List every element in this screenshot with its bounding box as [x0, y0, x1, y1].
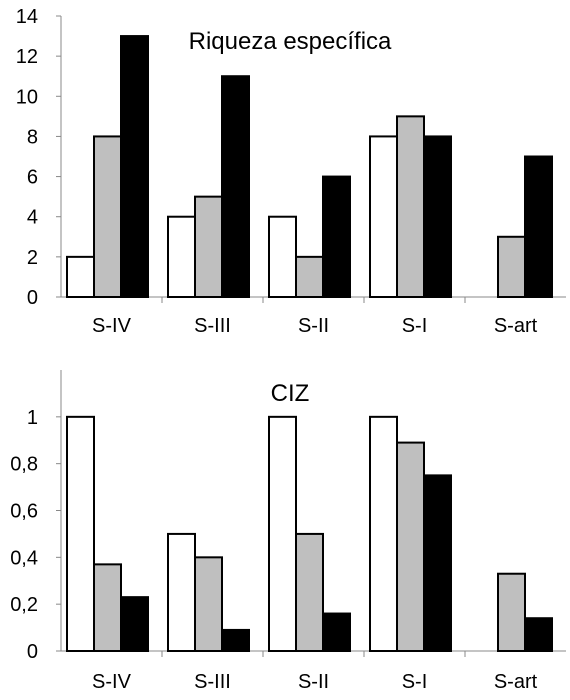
- x-tick-label: S-IV: [92, 671, 132, 693]
- y-tick-label: 0,4: [10, 547, 38, 569]
- bar: [120, 596, 149, 652]
- bar: [221, 628, 250, 652]
- y-tick-label: 2: [27, 247, 38, 269]
- bar: [295, 255, 324, 299]
- y-tick-label: 8: [27, 126, 38, 148]
- x-tick-label: S-I: [402, 315, 428, 337]
- x-tick-label: S-IV: [92, 315, 132, 337]
- bar: [167, 532, 196, 653]
- y-tick-label: 14: [16, 6, 38, 28]
- x-tick-label: S-art: [494, 315, 538, 337]
- bar: [322, 612, 351, 652]
- bar: [524, 617, 553, 653]
- bar: [369, 415, 398, 653]
- y-tick-label: 0,6: [10, 501, 38, 523]
- bar: [396, 441, 425, 653]
- bar: [396, 115, 425, 298]
- bar: [423, 135, 452, 298]
- y-tick-label: 6: [27, 167, 38, 189]
- bar: [423, 474, 452, 652]
- bar: [194, 195, 223, 298]
- bar: [167, 215, 196, 298]
- y-tick-label: 0,8: [10, 454, 38, 476]
- y-tick-label: 1: [27, 407, 38, 429]
- x-tick-label: S-art: [494, 671, 538, 693]
- bar: [369, 135, 398, 298]
- bar: [295, 532, 324, 653]
- bar: [66, 255, 95, 299]
- x-tick-label: S-III: [194, 315, 231, 337]
- bar: [524, 155, 553, 298]
- x-tick-label: S-II: [298, 315, 329, 337]
- bar: [268, 415, 297, 653]
- chart-title: Riqueza específica: [189, 28, 392, 55]
- bar: [322, 175, 351, 298]
- x-tick-label: S-III: [194, 671, 231, 693]
- bar: [93, 563, 122, 653]
- chart-title: CIZ: [271, 380, 310, 407]
- bar: [497, 235, 526, 299]
- chart-panel-ciz: 0 0,2 0,4 0,6 0,8 1 S-IV S-III S-II S-I S-art CIZ: [10, 370, 566, 693]
- bar: [194, 556, 223, 652]
- chart-panel-riqueza: 0 2 4 6 8 10 12 14 S-IV S-III S-II S-I S-art Riqueza …: [16, 6, 566, 337]
- y-tick-label: 0: [27, 287, 38, 309]
- x-tick-label: S-II: [298, 671, 329, 693]
- y-tick-label: 0: [27, 641, 38, 663]
- y-tick-label: 10: [16, 86, 38, 108]
- y-tick-label: 4: [27, 207, 38, 229]
- x-tick-label: S-I: [402, 671, 428, 693]
- y-tick-label: 0,2: [10, 594, 38, 616]
- bar: [497, 572, 526, 652]
- bar: [268, 215, 297, 298]
- bar: [120, 35, 149, 298]
- y-tick-label: 12: [16, 46, 38, 68]
- bar: [221, 75, 250, 299]
- bar: [93, 135, 122, 298]
- bar: [66, 415, 95, 653]
